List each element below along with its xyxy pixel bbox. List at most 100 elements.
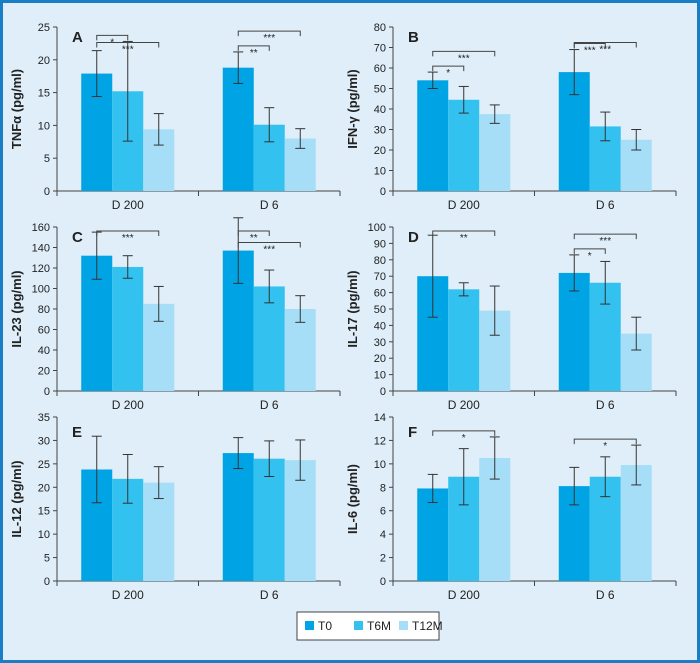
legend-swatch-t6m [354, 621, 363, 630]
x-category-label: D 6 [260, 198, 279, 212]
y-tick-label: 5 [44, 553, 50, 565]
significance-label: * [603, 441, 607, 452]
x-category-label: D 200 [112, 198, 144, 212]
significance-bracket [96, 41, 160, 48]
y-tick-label: 2 [380, 553, 386, 565]
x-category-label: D 200 [448, 198, 480, 212]
y-tick-label: 30 [374, 337, 386, 349]
y-axis-label: IL-12 (pg/ml) [9, 460, 24, 537]
y-tick-label: 15 [38, 506, 50, 518]
bar-t0-0 [417, 488, 449, 581]
legend-label: T6M [367, 619, 391, 633]
y-tick-label: 20 [38, 366, 50, 378]
y-axis-label: IFN-γ (pg/ml) [345, 69, 360, 148]
y-tick-label: 0 [380, 186, 386, 198]
y-tick-label: 60 [374, 63, 386, 75]
x-category-label: D 200 [448, 398, 480, 412]
significance-bracket [573, 233, 637, 240]
significance-bracket [573, 248, 606, 254]
significance-label: *** [122, 233, 134, 244]
y-tick-label: 160 [32, 222, 50, 234]
y-tick-label: 0 [44, 186, 50, 198]
significance-label: ** [460, 233, 468, 244]
y-tick-label: 0 [380, 576, 386, 588]
significance-bracket [237, 45, 270, 51]
chart-panel-b: 0 10 20 30 40 50 60 70 80 D 200 D 6 IFN-γ (pg/ml) B *… [345, 22, 677, 212]
y-tick-label: 20 [374, 145, 386, 157]
y-tick-label: 20 [38, 55, 50, 67]
y-tick-label: 30 [38, 435, 50, 447]
y-tick-label: 30 [374, 125, 386, 137]
chart-panel-d: 0 10 20 30 40 50 60 70 80 90 100 D 200 D 6 IL-17 (pg/… [345, 222, 677, 412]
y-axis-label: TNFα (pg/ml) [9, 69, 24, 149]
y-tick-label: 120 [32, 263, 50, 275]
significance-bracket [432, 65, 465, 72]
y-tick-label: 4 [380, 529, 386, 541]
legend-label: T12M [412, 619, 443, 633]
legend-swatch-t0 [305, 621, 314, 630]
y-tick-label: 100 [32, 284, 50, 296]
bar-t0-1 [558, 272, 590, 391]
bar-t0-0 [417, 80, 449, 191]
bar-t0-1 [222, 453, 254, 581]
panel-letter: C [72, 229, 83, 246]
significance-bracket [96, 34, 129, 41]
significance-bracket [432, 50, 496, 57]
y-tick-label: 80 [38, 304, 50, 316]
significance-bracket [573, 41, 637, 48]
x-category-label: D 200 [448, 588, 480, 602]
legend: T0 T6M T12M [296, 611, 443, 641]
y-axis-label: IL-23 (pg/ml) [9, 270, 24, 347]
panel-letter: A [72, 29, 83, 46]
y-tick-label: 70 [374, 271, 386, 283]
significance-label: *** [584, 46, 596, 57]
y-tick-label: 60 [38, 325, 50, 337]
y-tick-label: 0 [380, 386, 386, 398]
chart-panel-e: 0 5 10 15 20 25 30 35 D 200 D 6 IL-12 (pg/ml) E [9, 412, 341, 602]
significance-bracket [237, 241, 301, 248]
panel-letter: D [408, 229, 419, 246]
y-tick-label: 60 [374, 288, 386, 300]
x-category-label: D 6 [260, 588, 279, 602]
significance-label: * [446, 68, 450, 79]
bar-t12m-0 [479, 114, 511, 191]
bar-t6m-0 [448, 99, 480, 191]
y-axis-label: IL-6 (pg/ml) [345, 464, 360, 534]
legend-box [296, 611, 440, 641]
significance-label: * [462, 433, 466, 444]
panel-letter: B [408, 29, 419, 46]
y-tick-label: 8 [380, 482, 386, 494]
y-tick-label: 50 [374, 84, 386, 96]
y-tick-label: 40 [38, 345, 50, 357]
bar-t6m-1 [253, 458, 285, 581]
x-category-label: D 6 [596, 198, 615, 212]
y-tick-label: 12 [374, 435, 386, 447]
significance-label: *** [263, 33, 275, 44]
bar-t6m-0 [112, 266, 144, 391]
significance-bracket [573, 438, 637, 445]
bar-t6m-1 [253, 286, 285, 391]
y-tick-label: 35 [38, 412, 50, 424]
panel-letter: F [408, 424, 417, 441]
significance-bracket [237, 230, 270, 236]
significance-label: *** [122, 44, 134, 55]
significance-bracket [432, 430, 496, 436]
y-axis-label: IL-17 (pg/ml) [345, 270, 360, 347]
y-tick-label: 15 [38, 88, 50, 100]
bar-t0-1 [222, 67, 254, 191]
chart-panel-c: 0 20 40 60 80 100 120 140 160 D 200 D 6 IL-23 (pg/m… [9, 217, 341, 412]
y-tick-label: 90 [374, 238, 386, 250]
x-category-label: D 200 [112, 398, 144, 412]
x-category-label: D 6 [596, 398, 615, 412]
significance-bracket [237, 30, 301, 37]
x-category-label: D 200 [112, 588, 144, 602]
significance-label: *** [599, 236, 611, 247]
bar-t6m-0 [448, 289, 480, 391]
y-tick-label: 0 [44, 576, 50, 588]
significance-bracket [432, 230, 496, 236]
y-tick-label: 5 [44, 153, 50, 165]
y-tick-label: 25 [38, 22, 50, 34]
legend-swatch-t12m [399, 621, 408, 630]
